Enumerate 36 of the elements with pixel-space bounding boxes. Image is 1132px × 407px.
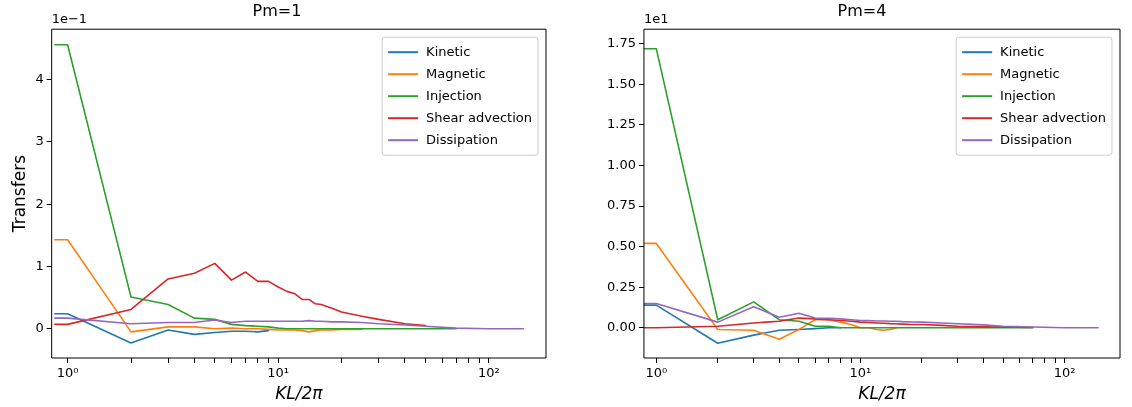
y-axis-title: Transfers bbox=[8, 154, 29, 234]
legend-label: Magnetic bbox=[426, 65, 486, 81]
y-tick-label: 0.50 bbox=[606, 238, 636, 254]
y-tick-label: 0 bbox=[35, 320, 44, 336]
x-tick-label: 10¹ bbox=[849, 365, 872, 381]
y-tick-label: 0.75 bbox=[606, 197, 636, 213]
y-tick-label: 3 bbox=[35, 133, 44, 149]
y-tick-label: 0.25 bbox=[606, 278, 636, 294]
y-tick-label: 1.25 bbox=[606, 116, 636, 132]
legend-label: Dissipation bbox=[426, 131, 499, 147]
x-axis-title: KL/2π bbox=[858, 383, 907, 404]
y-tick-label: 4 bbox=[35, 71, 44, 87]
y-tick-label: 1.50 bbox=[606, 75, 636, 91]
legend-label: Dissipation bbox=[1000, 131, 1073, 147]
legend-label: Injection bbox=[426, 87, 482, 103]
y-tick-label: 2 bbox=[35, 195, 44, 211]
x-tick-label: 10¹ bbox=[267, 365, 290, 381]
legend-label: Injection bbox=[1000, 87, 1056, 103]
chart-title: Pm=4 bbox=[837, 0, 887, 20]
chart-title: Pm=1 bbox=[252, 0, 302, 20]
y-tick-label: 1.00 bbox=[606, 156, 636, 172]
legend-label: Shear advection bbox=[426, 109, 533, 125]
y-tick-label: 1.75 bbox=[606, 35, 636, 51]
text: 1e−1 bbox=[51, 11, 88, 27]
text: 1e1 bbox=[643, 11, 669, 27]
x-tick-label: 10² bbox=[1053, 365, 1076, 381]
x-tick-label: 10⁰ bbox=[56, 365, 79, 381]
legend-label: Magnetic bbox=[1000, 65, 1060, 81]
legend-label: Shear advection bbox=[1000, 109, 1107, 125]
legend-label: Kinetic bbox=[1000, 43, 1045, 59]
x-tick-label: 10² bbox=[477, 365, 500, 381]
x-tick-label: 10⁰ bbox=[645, 365, 668, 381]
y-tick-label: 1 bbox=[35, 257, 44, 273]
legend-label: Kinetic bbox=[426, 43, 471, 59]
x-axis-title: KL/2π bbox=[275, 383, 324, 404]
y-tick-label: 0.00 bbox=[606, 319, 636, 335]
